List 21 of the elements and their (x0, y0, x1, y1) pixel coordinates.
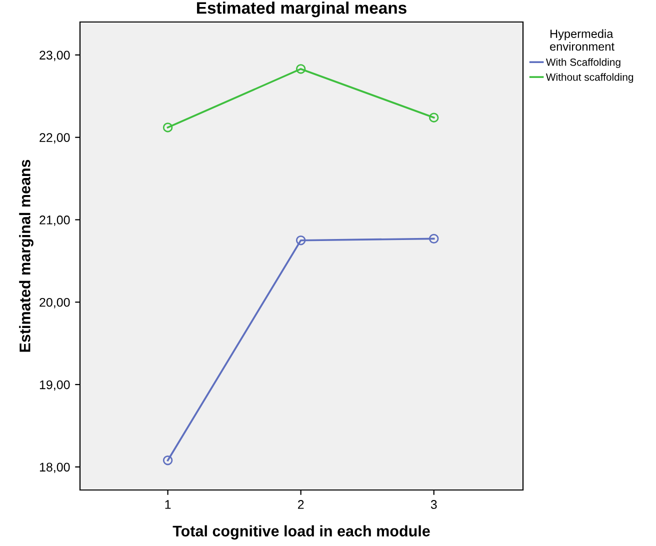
point (429, 234, 439, 244)
y-tick-label: 20,00 (40, 298, 70, 308)
point (162, 455, 173, 466)
y-tick-label: 23,00 (40, 50, 70, 62)
y-tick-label: 22,00 (40, 133, 70, 144)
x-tick-label: 1 (165, 500, 171, 509)
y-axis-title: Estimated marginal means (19, 160, 34, 352)
x-tick-label: 3 (430, 500, 437, 509)
y-tick-label: 18,00 (40, 462, 70, 474)
x-axis-title: Total cognitive load in each module (172, 525, 430, 540)
point (296, 235, 306, 246)
point (296, 64, 306, 74)
legend-label: With Scaffolding (546, 58, 620, 68)
point (162, 122, 173, 132)
y-tick-label: 19,00 (40, 380, 70, 391)
chart-title: Estimated marginal means (197, 2, 406, 18)
point (429, 112, 439, 122)
x-tick-label: 2 (298, 500, 304, 509)
legend-label: Without scaffolding (546, 73, 634, 83)
legend-title: Hypermedia environment (550, 29, 614, 51)
y-tick-label: 21,00 (40, 216, 70, 226)
